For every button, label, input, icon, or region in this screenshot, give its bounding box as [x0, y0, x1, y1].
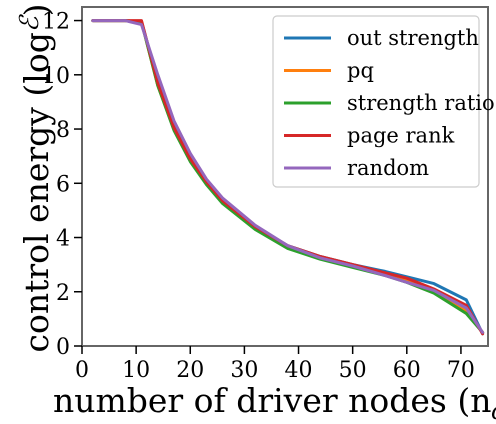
series-layer	[91, 19, 485, 336]
y-tick-label: 2	[56, 281, 70, 306]
x-tick-label: 70	[447, 358, 475, 383]
x-axis-label: number of driver nodes (nd)	[53, 381, 496, 424]
y-tick-label: 10	[42, 64, 70, 89]
legend: out strength pq strength ratio page rank ran…	[272, 15, 495, 188]
x-tick-label: 50	[339, 358, 367, 383]
legend-label-3: page rank	[347, 124, 455, 148]
x-tick-label: 20	[176, 358, 204, 383]
legend-box	[272, 15, 480, 188]
y-tick-label: 6	[56, 172, 70, 197]
series-line-4	[91, 19, 485, 334]
y-tick-label: 0	[56, 335, 70, 360]
y-tick-label: 8	[56, 118, 70, 143]
x-tick-label: 30	[230, 358, 258, 383]
x-tick-label: 60	[393, 358, 421, 383]
legend-label-4: random	[347, 156, 429, 180]
legend-label-0: out strength	[347, 26, 479, 50]
x-tick-label: 0	[75, 358, 89, 383]
y-tick-label: 12	[42, 10, 70, 35]
plot-frame	[81, 6, 489, 347]
y-tick-label: 4	[56, 227, 70, 252]
x-tick-label: 40	[285, 358, 313, 383]
ticks-layer: 0 10 20 30 40 50 60 70 0 2 4 6 8 10 12	[42, 10, 475, 383]
x-tick-label: 10	[122, 358, 150, 383]
legend-label-1: pq	[347, 59, 374, 83]
legend-label-2: strength ratio	[347, 91, 495, 115]
y-axis-label: control energy (logℰ)	[15, 4, 56, 353]
